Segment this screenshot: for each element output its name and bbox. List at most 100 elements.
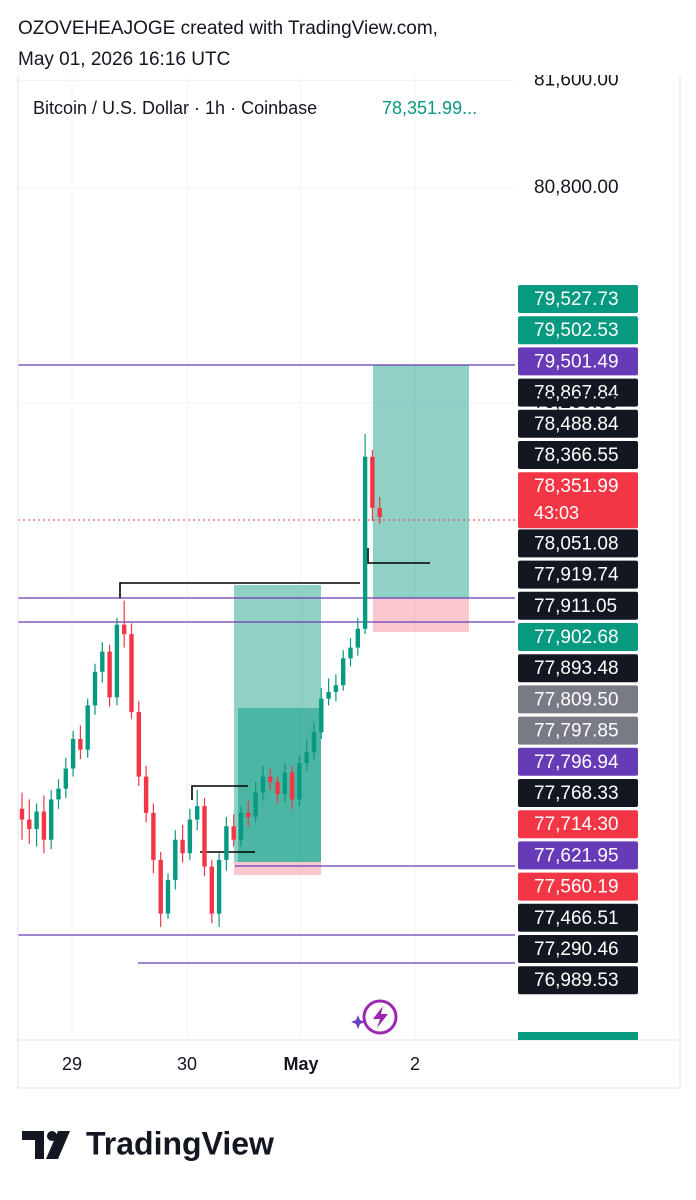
price-label-bg — [518, 872, 638, 901]
icon-spark — [351, 1015, 365, 1029]
candle-body — [202, 806, 207, 867]
icon-bolt — [373, 1006, 388, 1028]
price-label: 77,768.33 — [534, 783, 619, 804]
candle-body — [41, 811, 47, 840]
candle-body — [224, 826, 229, 860]
candle-body — [165, 880, 171, 914]
price-label: 77,911.05 — [534, 596, 617, 617]
candle-body — [333, 685, 339, 692]
stop-zone — [373, 598, 469, 632]
candle-body — [216, 859, 222, 914]
y-tick-label: 79,200.00 — [534, 392, 619, 413]
price-label-bg — [518, 378, 638, 407]
price-label: 77,902.68 — [534, 627, 619, 648]
target-zone — [373, 365, 469, 598]
price-label-bg — [518, 441, 638, 469]
price-label: 77,621.95 — [534, 845, 619, 866]
candle-body — [151, 812, 156, 860]
candle-body — [158, 859, 163, 914]
header-line: OZOVEHEAJOGE created with TradingView.co… — [18, 18, 438, 39]
price-label-bg — [518, 1032, 638, 1040]
candle-body — [282, 772, 287, 795]
price-label: 77,714.30 — [534, 814, 619, 835]
price-label: 76,989.53 — [534, 970, 619, 991]
price-label-bg — [518, 316, 638, 345]
candle-body — [27, 819, 32, 829]
structure-line — [367, 548, 430, 564]
price-label: 77,290.46 — [534, 939, 619, 960]
candle-body — [246, 812, 251, 817]
candle-body — [70, 738, 76, 769]
y-tick-label: 80,800.00 — [534, 177, 619, 198]
price-label-bg — [518, 654, 638, 683]
candles — [19, 433, 382, 928]
price-label-bg — [518, 841, 638, 870]
candle-body — [129, 634, 134, 713]
y-tick-label: 81,600.00 — [534, 70, 619, 91]
price-label-bg — [518, 409, 638, 438]
price-label-bg — [518, 591, 638, 620]
price-label-bg — [518, 903, 638, 932]
price-label-bg — [518, 347, 638, 376]
candle-body — [195, 806, 200, 820]
assistant-icon[interactable] — [351, 999, 398, 1035]
drawings — [18, 364, 515, 964]
price-label: 77,560.19 — [534, 877, 619, 898]
price-label-bg — [518, 935, 638, 963]
price-label-bg — [518, 472, 638, 529]
price-label: 78,867.84 — [534, 383, 619, 404]
candle-body — [63, 768, 68, 789]
header-line: May 01, 2026 16:16 UTC — [18, 49, 230, 70]
candle-body — [19, 808, 25, 820]
logo-mark — [22, 1131, 44, 1159]
candle-body — [143, 776, 149, 813]
price-label-timer: 43:03 — [534, 503, 579, 523]
candle-body — [377, 507, 382, 517]
candle-body — [92, 671, 98, 706]
candle-body — [253, 792, 258, 817]
candle-body — [275, 781, 280, 795]
icon-ring — [362, 999, 398, 1035]
x-tick-label: 2 — [410, 1054, 420, 1074]
candle-body — [173, 839, 178, 881]
price-label-bg — [518, 716, 638, 745]
price-label-bg — [518, 685, 638, 714]
price-label: 79,501.49 — [534, 351, 619, 372]
candle-body — [49, 799, 54, 840]
stop-zone — [234, 862, 321, 875]
candle-body — [289, 772, 295, 800]
candle-body — [114, 624, 120, 698]
price-label: 79,527.73 — [534, 289, 619, 310]
candle-body — [268, 776, 273, 782]
candle-body — [187, 819, 193, 854]
brand-logo: TradingView — [22, 1125, 274, 1161]
candle-body — [362, 456, 368, 629]
price-labels: 79,527.73 79,502.53 79,501.49 78,867.84 78,4… — [518, 285, 638, 995]
candle-body — [319, 698, 324, 733]
candle-body — [180, 839, 185, 854]
candle-body — [107, 651, 112, 698]
logo-mark — [46, 1131, 70, 1159]
candle-body — [56, 788, 61, 800]
grid — [18, 75, 515, 1038]
candle-body — [260, 776, 266, 793]
price-label: 77,893.48 — [534, 658, 619, 679]
candle-body — [341, 658, 346, 686]
price-label: 77,466.51 — [534, 908, 619, 929]
candle-body — [209, 866, 214, 914]
candle-body — [311, 732, 317, 753]
x-tick-label: 30 — [177, 1054, 197, 1074]
price-label: 78,366.55 — [534, 445, 619, 466]
candle-body — [231, 826, 236, 840]
x-tick-label: 29 — [62, 1054, 82, 1074]
price-label-bg — [518, 966, 638, 995]
logo-mark — [47, 1131, 57, 1141]
candle-body — [348, 647, 353, 659]
price-label: 78,488.84 — [534, 414, 619, 435]
price-label-bg — [518, 623, 638, 651]
candle-body — [122, 624, 127, 635]
candle-body — [326, 691, 331, 699]
price-label-bg — [518, 285, 638, 313]
structure-line — [119, 582, 360, 598]
